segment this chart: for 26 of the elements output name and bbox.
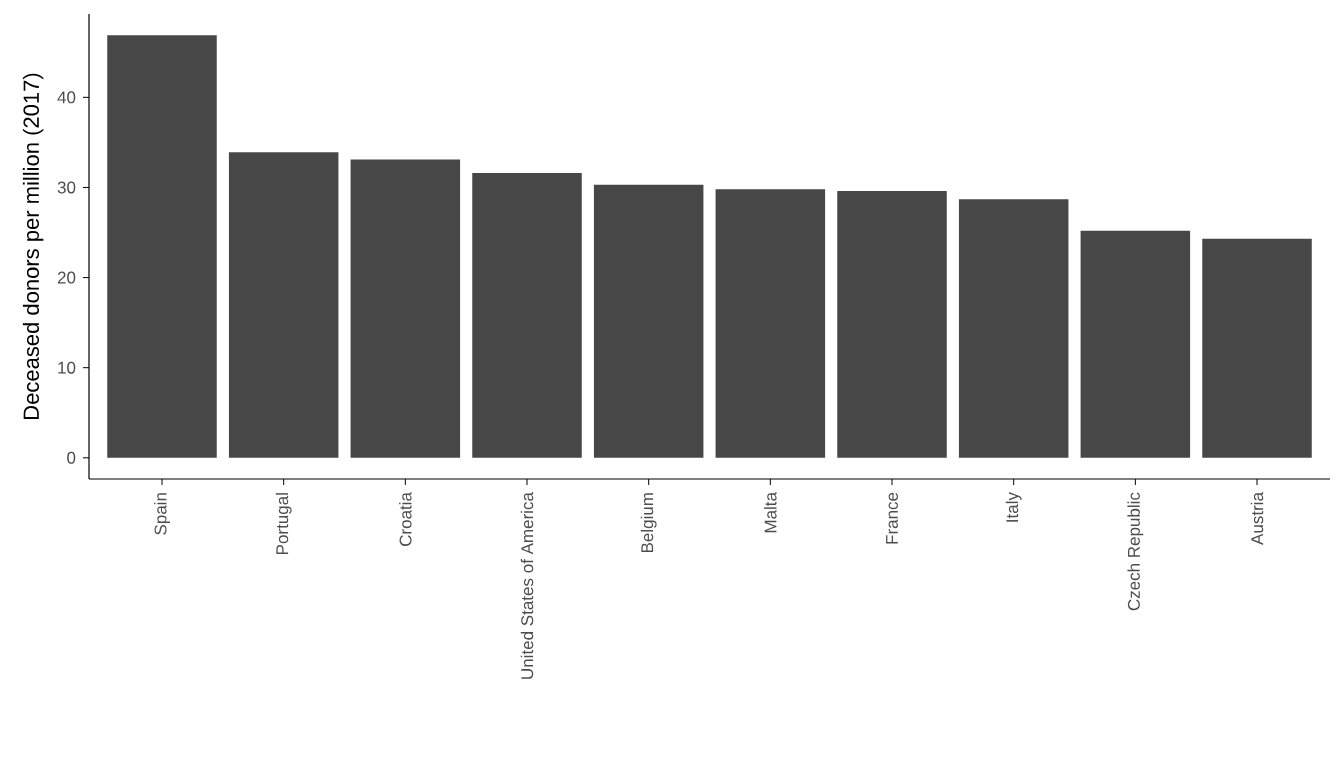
bar bbox=[350, 159, 461, 458]
x-tick-label: Spain bbox=[154, 493, 170, 535]
bar bbox=[1080, 230, 1191, 458]
bar bbox=[593, 184, 704, 458]
bar bbox=[107, 35, 217, 458]
x-tick-label: Croatia bbox=[399, 492, 412, 546]
x-tick-label: Italy bbox=[1005, 492, 1022, 522]
x-tick-label: Portugal bbox=[275, 493, 292, 554]
bar bbox=[958, 199, 1069, 458]
x-tick-label: United States of America bbox=[520, 492, 534, 679]
bar bbox=[715, 189, 826, 458]
bar bbox=[837, 191, 947, 458]
bar bbox=[1202, 238, 1312, 458]
bar bbox=[472, 173, 582, 458]
y-tick-label: 0 bbox=[67, 451, 76, 464]
y-axis-title: Deceased donors per million (2017) bbox=[22, 73, 44, 419]
x-tick-label: Belgium bbox=[640, 493, 657, 553]
y-tick-label: 30 bbox=[57, 181, 76, 194]
y-tick-label: 40 bbox=[57, 91, 76, 104]
y-tick-label: 10 bbox=[58, 361, 76, 374]
x-tick-label: Czech Republic bbox=[1127, 492, 1144, 611]
x-tick-label: Austria bbox=[1250, 492, 1264, 545]
y-tick-label: 20 bbox=[57, 271, 76, 284]
bar bbox=[228, 152, 339, 458]
x-tick-label: France bbox=[886, 492, 898, 544]
x-tick-label: Malta bbox=[764, 492, 777, 533]
